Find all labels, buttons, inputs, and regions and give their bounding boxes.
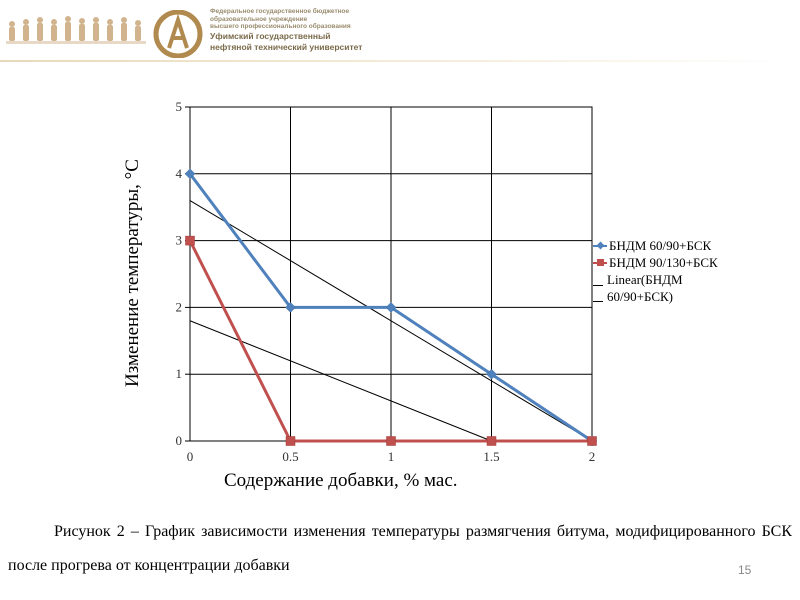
y-tick-label: 1: [176, 366, 183, 381]
data-point-diamond: [184, 168, 196, 180]
legend-marker-square: [593, 259, 607, 266]
y-tick-label: 3: [176, 233, 183, 248]
trendline: [189, 320, 492, 442]
temperature-change-chart: 0 0.5 1 1.5 2 0 1 2 3 4 5: [176, 99, 598, 464]
legend-trendline-mark: [593, 285, 603, 286]
data-point-square: [486, 436, 497, 446]
data-point-diamond: [385, 302, 397, 313]
slide-header: Федеральное государственное бюджетное об…: [0, 0, 800, 62]
trendline: [189, 200, 593, 442]
x-tick-label: 1.5: [483, 449, 499, 464]
x-axis-label: Содержание добавки, % мас.: [224, 470, 458, 491]
y-tick-label: 0: [176, 433, 183, 448]
y-tick-label: 4: [176, 166, 183, 181]
legend-item-series-1: БНДМ 60/90+БСК: [593, 237, 718, 254]
y-tick-label: 5: [176, 99, 183, 114]
data-point-square: [386, 436, 396, 446]
x-tick-label: 1: [388, 449, 395, 464]
data-point-square: [285, 436, 296, 446]
legend-item-series-2: БНДМ 90/130+БСК: [593, 254, 718, 271]
data-point-diamond: [486, 368, 497, 380]
chart-legend: БНДМ 60/90+БСК БНДМ 90/130+БСК Linear(БН…: [593, 237, 718, 305]
university-emblem-icon: [153, 10, 203, 58]
x-tick-label: 0: [187, 449, 194, 464]
y-tick-label: 2: [176, 299, 183, 314]
org-subtitle: Федеральное государственное бюджетное об…: [210, 8, 351, 30]
data-point-square: [185, 235, 195, 246]
page-number: 15: [738, 563, 752, 577]
university-name: Уфимский государственный нефтяной технич…: [210, 31, 363, 52]
data-point-diamond: [285, 302, 296, 313]
x-tick-label: 0.5: [282, 449, 298, 464]
figure-caption: Рисунок 2 – График зависимости изменения…: [8, 523, 792, 574]
x-tick-label: 2: [589, 449, 596, 464]
legend-marker-diamond: [593, 242, 607, 249]
legend-item-trendline: Linear(БНДМ 60/90+БСК): [593, 271, 718, 305]
data-point-square: [587, 436, 597, 446]
legend-trendline-mark-2: [593, 301, 603, 302]
people-silhouettes-logo: [6, 16, 146, 44]
header-divider: [0, 60, 800, 62]
